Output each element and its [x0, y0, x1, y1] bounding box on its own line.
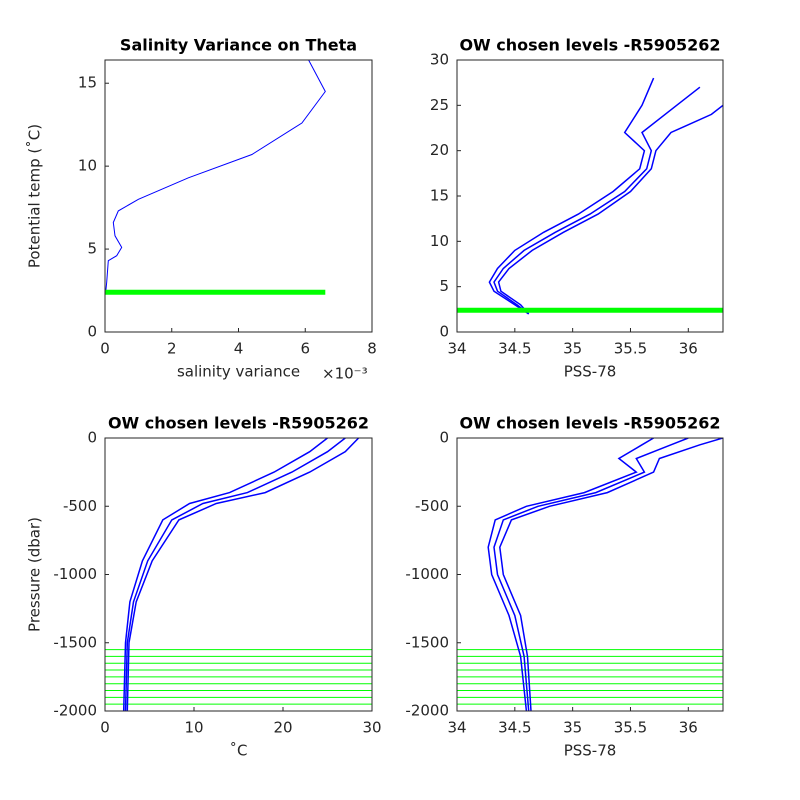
x-tick-label: 35 — [563, 340, 582, 358]
x-tick-label: 4 — [234, 340, 244, 358]
y-tick-label: 20 — [430, 141, 449, 159]
profile-line — [105, 60, 326, 293]
profile-line — [124, 438, 346, 711]
x-tick-label: 35.5 — [614, 340, 647, 358]
x-axis-label: PSS-78 — [564, 363, 617, 381]
x-tick-label: 6 — [300, 340, 310, 358]
x-tick-label: 36 — [679, 340, 698, 358]
y-tick-label: -1500 — [53, 633, 97, 651]
profile-line — [126, 438, 360, 711]
y-tick-label: 10 — [78, 157, 97, 175]
y-axis-label: Pressure (dbar) — [26, 517, 44, 632]
y-axis-label: Potential temp (˚C) — [26, 124, 44, 268]
y-tick-label: 15 — [430, 187, 449, 205]
chart-title: OW chosen levels -R5905262 — [108, 414, 369, 433]
plot-area — [457, 438, 723, 711]
x-tick-label: 20 — [273, 719, 292, 737]
profile-line — [493, 86, 701, 315]
x-tick-label: 8 — [367, 340, 377, 358]
x-tick-label: 34 — [447, 719, 466, 737]
y-tick-label: -1000 — [405, 565, 449, 583]
profile-line — [497, 104, 723, 315]
x-tick-label: 36 — [679, 719, 698, 737]
chart-title: Salinity Variance on Theta — [120, 36, 357, 55]
y-tick-label: -500 — [415, 497, 449, 515]
x-tick-label: 10 — [184, 719, 203, 737]
profile-line — [499, 438, 723, 711]
y-tick-label: -2000 — [53, 702, 97, 720]
x-axis-label: PSS-78 — [564, 742, 617, 760]
y-tick-label: 0 — [439, 323, 449, 341]
profile-line — [487, 438, 654, 711]
plot-area — [457, 77, 723, 315]
profile-line — [122, 438, 328, 711]
x-tick-label: 34.5 — [498, 340, 531, 358]
profile-line — [488, 77, 655, 315]
profile-line — [493, 438, 689, 711]
x-tick-label: 30 — [362, 719, 381, 737]
y-tick-label: 30 — [430, 51, 449, 69]
y-tick-label: -1500 — [405, 633, 449, 651]
x-tick-label: 34 — [447, 340, 466, 358]
y-tick-label: 5 — [87, 240, 97, 258]
y-tick-label: 0 — [87, 323, 97, 341]
x-tick-label: 2 — [167, 340, 177, 358]
chart-title: OW chosen levels -R5905262 — [459, 36, 720, 55]
chart-title: OW chosen levels -R5905262 — [459, 414, 720, 433]
x-tick-label: 35 — [563, 719, 582, 737]
x-axis-label: salinity variance — [177, 363, 300, 381]
x-tick-label: 0 — [100, 719, 110, 737]
x-exponent: ×10⁻³ — [322, 365, 368, 383]
y-tick-label: 0 — [87, 429, 97, 447]
y-tick-label: 0 — [439, 429, 449, 447]
plot-area — [105, 60, 326, 295]
y-tick-label: 15 — [78, 74, 97, 92]
x-tick-label: 35.5 — [614, 719, 647, 737]
y-tick-label: -500 — [63, 497, 97, 515]
plot-area — [105, 438, 372, 711]
y-tick-label: -1000 — [53, 565, 97, 583]
y-tick-label: 5 — [439, 277, 449, 295]
y-tick-label: 10 — [430, 232, 449, 250]
x-tick-label: 34.5 — [498, 719, 531, 737]
x-axis-label: ˚C — [230, 742, 248, 760]
y-tick-label: -2000 — [405, 702, 449, 720]
x-tick-label: 0 — [100, 340, 110, 358]
y-tick-label: 25 — [430, 96, 449, 114]
